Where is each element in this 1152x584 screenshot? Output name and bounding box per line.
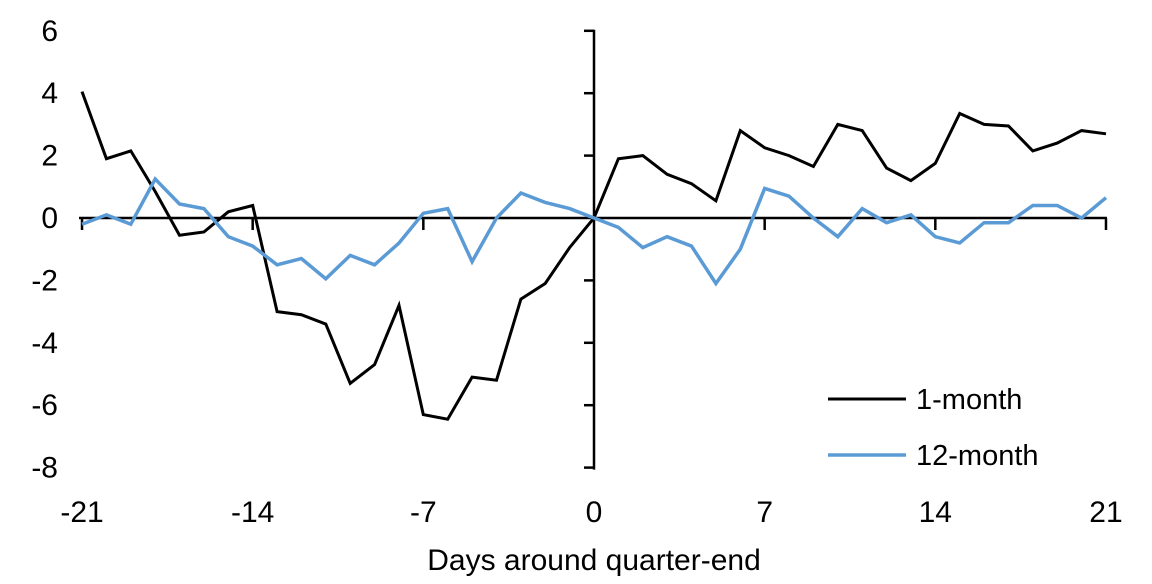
x-tick-label: -14 bbox=[231, 496, 274, 529]
legend-label-1-month: 1-month bbox=[916, 384, 1022, 416]
series-line-12-month bbox=[81, 176, 1108, 287]
y-tick-label: 0 bbox=[41, 202, 58, 235]
axis-ticks bbox=[80, 29, 1108, 469]
x-axis-title: Days around quarter-end bbox=[427, 544, 761, 577]
y-tick-label: -2 bbox=[31, 264, 58, 297]
tick-labels: -21 -14 -7 0 7 14 21 6 4 2 0 -2 -4 -6 -8 bbox=[31, 15, 1122, 529]
x-tick-label: 0 bbox=[586, 496, 603, 529]
legend-label-12-month: 12-month bbox=[916, 440, 1039, 472]
series-lines bbox=[80, 91, 1108, 421]
y-tick-label: -6 bbox=[31, 389, 58, 422]
x-tick-label: 7 bbox=[756, 496, 773, 529]
x-tick-label: -21 bbox=[60, 496, 103, 529]
y-tick-label: -8 bbox=[31, 452, 58, 485]
x-tick-label: 21 bbox=[1089, 496, 1122, 529]
x-tick-label: -7 bbox=[410, 496, 437, 529]
y-tick-label: 2 bbox=[41, 140, 58, 173]
y-tick-label: -4 bbox=[31, 327, 58, 360]
legend: 1-month 12-month bbox=[828, 384, 1039, 472]
x-tick-label: 14 bbox=[919, 496, 952, 529]
y-tick-label: 6 bbox=[41, 15, 58, 48]
y-tick-label: 4 bbox=[41, 77, 58, 110]
